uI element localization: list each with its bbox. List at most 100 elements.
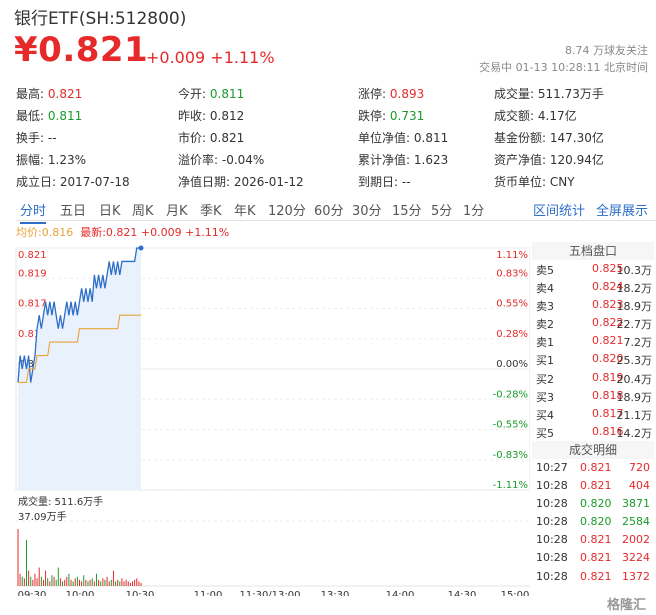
tab-five-day[interactable]: 五日 bbox=[60, 204, 87, 219]
stat-premium: 溢价率: -0.04% bbox=[178, 153, 265, 167]
tab-weekly-k[interactable]: 周K bbox=[132, 204, 154, 219]
stats-row: 换手: -- 市价: 0.821 单位净值: 0.811 基金份额: 147.3… bbox=[16, 127, 656, 149]
quote-stats-grid: 最高: 0.821 今开: 0.811 涨停: 0.893 成交量: 511.7… bbox=[16, 83, 656, 193]
order-book-title: 五档盘口 bbox=[532, 242, 654, 260]
x-tick-label: 13:30 bbox=[321, 590, 350, 596]
trade-time: 10:28 bbox=[536, 497, 568, 511]
y-tick-label: 0.814 bbox=[18, 329, 47, 340]
order-side: 买2 bbox=[536, 372, 554, 386]
price-area-fill bbox=[18, 248, 141, 490]
tab-5min[interactable]: 5分 bbox=[431, 204, 453, 219]
volume-max-label: 37.09万手 bbox=[18, 510, 67, 523]
order-volume: 25.3万 bbox=[616, 354, 653, 368]
watermark-logo: 格隆汇 bbox=[606, 598, 646, 613]
x-tick-label: 11:00 bbox=[194, 590, 223, 596]
fund-title: 银行ETF(SH:512800) bbox=[14, 9, 187, 29]
order-volume: 10.3万 bbox=[616, 264, 653, 277]
trade-price: 0.821 bbox=[580, 460, 612, 474]
order-side: 卖2 bbox=[536, 318, 554, 332]
y-tick-label: 0.821 bbox=[18, 250, 47, 261]
trade-time: 10:28 bbox=[536, 569, 568, 583]
stat-unit-nav: 单位净值: 0.811 bbox=[358, 131, 449, 145]
x-tick-label: 10:00 bbox=[66, 590, 95, 596]
stat-currency: 货币单位: CNY bbox=[494, 175, 575, 189]
trade-price: 0.820 bbox=[580, 515, 612, 529]
order-price: 0.824 bbox=[592, 280, 624, 294]
stat-cumulative-nav: 累计净值: 1.623 bbox=[358, 153, 449, 167]
trade-time: 10:28 bbox=[536, 533, 568, 547]
order-volume: 20.4万 bbox=[616, 372, 653, 386]
stat-maturity: 到期日: -- bbox=[358, 175, 411, 189]
trade-volume: 404 bbox=[629, 479, 650, 493]
stat-inception: 成立日: 2017-07-18 bbox=[16, 175, 130, 189]
y-tick-label-pct: -1.11% bbox=[493, 480, 528, 491]
order-volume: 7.2万 bbox=[623, 336, 653, 350]
order-book-row: 卖4 0.824 18.2万 bbox=[532, 278, 654, 296]
order-side: 买5 bbox=[536, 426, 554, 440]
order-side: 买4 bbox=[536, 408, 554, 422]
stats-row: 振幅: 1.23% 溢价率: -0.04% 累计净值: 1.623 资产净值: … bbox=[16, 149, 656, 171]
stat-market-price: 市价: 0.821 bbox=[178, 131, 245, 145]
tab-quarterly-k[interactable]: 季K bbox=[200, 204, 222, 219]
order-side: 卖1 bbox=[536, 336, 554, 350]
stat-prev-close: 昨收: 0.812 bbox=[178, 109, 245, 123]
trade-price: 0.820 bbox=[580, 497, 612, 511]
tab-120min[interactable]: 120分 bbox=[268, 204, 306, 219]
trade-row: 10:28 0.821 404 bbox=[532, 477, 654, 495]
trade-row: 10:28 0.820 2584 bbox=[532, 513, 654, 531]
chart-legend: 均价:0.816 最新:0.821 +0.009 +1.11% bbox=[16, 224, 229, 240]
stat-nav-date: 净值日期: 2026-01-12 bbox=[178, 175, 304, 189]
stat-volume: 成交量: 511.73万手 bbox=[494, 87, 604, 101]
tab-60min[interactable]: 60分 bbox=[314, 204, 344, 219]
average-line bbox=[18, 314, 141, 383]
legend-latest: 最新:0.821 +0.009 +1.11% bbox=[80, 226, 230, 239]
trade-time: 10:28 bbox=[536, 515, 568, 529]
tab-15min[interactable]: 15分 bbox=[392, 204, 422, 219]
y-tick-label-pct: 0.55% bbox=[496, 299, 528, 310]
x-tick-label: 11:30/13:00 bbox=[239, 590, 300, 596]
trade-time: 10:28 bbox=[536, 551, 568, 565]
order-side: 卖4 bbox=[536, 282, 554, 296]
stat-turnover: 成交额: 4.17亿 bbox=[494, 109, 577, 123]
order-book-row: 卖2 0.822 22.7万 bbox=[532, 314, 654, 332]
order-price: 0.817 bbox=[592, 406, 624, 420]
trade-volume: 3871 bbox=[622, 497, 650, 511]
legend-average: 均价:0.816 bbox=[16, 226, 74, 239]
trade-price: 0.821 bbox=[580, 551, 612, 565]
y-tick-label: 0.812 bbox=[18, 359, 47, 370]
order-price: 0.818 bbox=[592, 388, 624, 402]
tab-intraday[interactable]: 分时 bbox=[20, 200, 47, 224]
price-line bbox=[17, 247, 141, 383]
tab-yearly-k[interactable]: 年K bbox=[234, 204, 256, 219]
y-tick-label-pct: 1.11% bbox=[496, 250, 528, 261]
trade-price: 0.821 bbox=[580, 533, 612, 547]
y-tick-label: 0.819 bbox=[18, 268, 47, 279]
trade-row: 10:28 0.821 1372 bbox=[532, 568, 654, 586]
range-stats-link[interactable]: 区间统计 bbox=[533, 204, 586, 219]
stats-row: 最低: 0.811 昨收: 0.812 跌停: 0.731 成交额: 4.17亿 bbox=[16, 105, 656, 127]
order-price: 0.823 bbox=[592, 298, 624, 312]
current-price: ¥0.821 bbox=[14, 30, 149, 70]
latest-price-dot bbox=[138, 245, 144, 251]
y-tick-label: 0.817 bbox=[18, 299, 47, 310]
trade-row: 10:27 0.821 720 bbox=[532, 459, 654, 477]
trade-row: 10:28 0.821 3224 bbox=[532, 549, 654, 567]
order-price: 0.819 bbox=[592, 370, 624, 384]
order-book-row: 买3 0.818 18.9万 bbox=[532, 387, 654, 405]
order-side: 卖5 bbox=[536, 264, 554, 277]
tab-30min[interactable]: 30分 bbox=[352, 204, 382, 219]
stat-limit-up: 涨停: 0.893 bbox=[358, 87, 425, 101]
fullscreen-link[interactable]: 全屏展示 bbox=[596, 204, 649, 219]
x-tick-label: 09:30 bbox=[18, 590, 47, 596]
tab-daily-k[interactable]: 日K bbox=[99, 204, 121, 219]
trade-volume: 720 bbox=[629, 460, 650, 474]
stat-turnover-rate: 换手: -- bbox=[16, 131, 57, 145]
intraday-chart[interactable]: 0.8210.8190.8170.8140.8120.8100.8080.805… bbox=[0, 236, 530, 596]
order-book-row: 卖1 0.821 7.2万 bbox=[532, 332, 654, 350]
tab-1min[interactable]: 1分 bbox=[463, 204, 485, 219]
order-book-row: 卖3 0.823 18.9万 bbox=[532, 296, 654, 314]
tab-monthly-k[interactable]: 月K bbox=[166, 204, 188, 219]
trade-time: 10:27 bbox=[536, 460, 568, 474]
order-side: 卖3 bbox=[536, 300, 554, 314]
order-volume: 18.9万 bbox=[616, 300, 653, 314]
